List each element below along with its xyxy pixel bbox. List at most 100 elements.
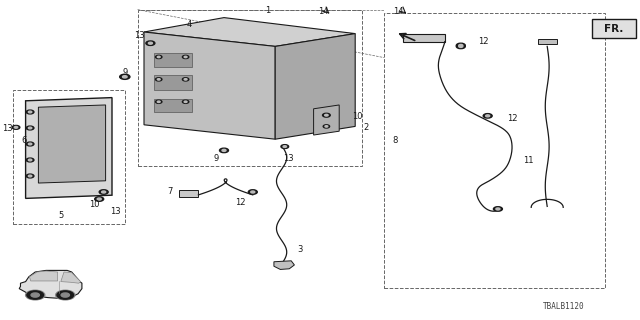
Circle shape xyxy=(26,290,45,300)
Text: 8: 8 xyxy=(392,136,397,145)
Text: 10: 10 xyxy=(90,200,100,209)
Circle shape xyxy=(26,174,34,178)
PathPatch shape xyxy=(19,270,82,298)
Circle shape xyxy=(157,56,160,58)
Circle shape xyxy=(99,190,108,194)
Text: 14: 14 xyxy=(318,7,328,16)
Circle shape xyxy=(28,127,32,129)
Polygon shape xyxy=(26,98,112,198)
Bar xyxy=(538,39,557,44)
Bar xyxy=(154,75,192,90)
Bar xyxy=(179,190,198,197)
Polygon shape xyxy=(275,34,355,139)
Polygon shape xyxy=(144,32,275,139)
Bar xyxy=(403,34,445,42)
Text: 14: 14 xyxy=(393,7,403,16)
Circle shape xyxy=(56,290,75,300)
Circle shape xyxy=(222,149,226,151)
Circle shape xyxy=(248,190,257,194)
Circle shape xyxy=(324,114,328,116)
Bar xyxy=(154,99,192,112)
Circle shape xyxy=(28,175,32,177)
Polygon shape xyxy=(38,105,106,183)
Text: 6: 6 xyxy=(22,136,27,145)
Circle shape xyxy=(146,41,155,45)
Circle shape xyxy=(325,126,328,127)
Circle shape xyxy=(182,55,189,59)
Text: FR.: FR. xyxy=(604,24,623,34)
Circle shape xyxy=(283,146,287,148)
Circle shape xyxy=(251,191,255,193)
Text: 7: 7 xyxy=(167,187,172,196)
Text: 13: 13 xyxy=(3,124,13,132)
Text: 5: 5 xyxy=(58,212,63,220)
Polygon shape xyxy=(144,18,355,46)
Circle shape xyxy=(31,293,40,297)
Circle shape xyxy=(26,126,34,130)
Circle shape xyxy=(26,142,34,146)
Circle shape xyxy=(14,126,18,128)
Circle shape xyxy=(483,114,492,118)
Circle shape xyxy=(184,79,187,80)
Circle shape xyxy=(12,125,20,129)
Bar xyxy=(154,53,192,67)
Text: TBALB1120: TBALB1120 xyxy=(542,302,584,311)
Circle shape xyxy=(496,208,500,210)
Text: 1: 1 xyxy=(265,6,270,15)
Circle shape xyxy=(281,145,289,148)
Text: 9: 9 xyxy=(123,68,128,76)
Circle shape xyxy=(493,207,502,211)
Circle shape xyxy=(26,158,34,162)
Circle shape xyxy=(486,115,490,117)
Circle shape xyxy=(27,291,44,299)
Circle shape xyxy=(28,143,32,145)
Circle shape xyxy=(220,148,228,153)
Circle shape xyxy=(28,111,32,113)
Circle shape xyxy=(148,42,152,44)
Circle shape xyxy=(456,43,465,48)
Circle shape xyxy=(456,44,465,49)
Bar xyxy=(13,90,125,224)
Circle shape xyxy=(156,55,162,59)
Circle shape xyxy=(122,76,127,78)
Circle shape xyxy=(156,78,162,81)
Circle shape xyxy=(61,293,69,297)
Bar xyxy=(138,10,362,166)
Text: 11: 11 xyxy=(523,156,533,164)
PathPatch shape xyxy=(29,271,58,281)
Text: 3: 3 xyxy=(297,245,302,254)
Circle shape xyxy=(184,101,187,102)
Text: 13: 13 xyxy=(110,207,120,216)
Text: 12: 12 xyxy=(235,198,245,207)
Polygon shape xyxy=(274,261,294,269)
Circle shape xyxy=(97,198,101,200)
PathPatch shape xyxy=(61,272,81,283)
Text: 12: 12 xyxy=(478,37,488,46)
Circle shape xyxy=(323,113,330,117)
Circle shape xyxy=(157,79,160,80)
Text: 4: 4 xyxy=(186,20,191,28)
Text: 12: 12 xyxy=(507,114,517,123)
Circle shape xyxy=(120,74,130,79)
Circle shape xyxy=(182,78,189,81)
Circle shape xyxy=(323,125,330,128)
Circle shape xyxy=(26,110,34,114)
Circle shape xyxy=(182,100,189,103)
Circle shape xyxy=(28,159,32,161)
Text: 13: 13 xyxy=(283,154,293,163)
Circle shape xyxy=(156,100,162,103)
Circle shape xyxy=(57,291,74,299)
Text: 9: 9 xyxy=(214,154,219,163)
Polygon shape xyxy=(314,105,339,135)
Text: 2: 2 xyxy=(364,123,369,132)
Circle shape xyxy=(459,44,463,46)
Bar xyxy=(592,19,636,38)
Text: 10: 10 xyxy=(352,112,362,121)
Bar xyxy=(384,13,605,288)
Circle shape xyxy=(459,45,463,47)
Circle shape xyxy=(102,191,106,193)
Circle shape xyxy=(157,101,160,102)
Circle shape xyxy=(184,56,187,58)
Circle shape xyxy=(95,197,104,201)
Text: 13: 13 xyxy=(134,31,145,40)
